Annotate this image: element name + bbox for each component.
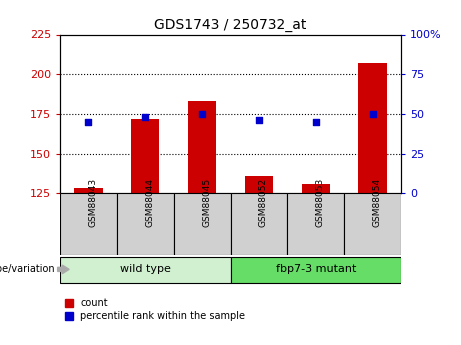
Bar: [358, 63, 387, 193]
Bar: [131, 119, 160, 193]
Text: fbp7-3 mutant: fbp7-3 mutant: [276, 264, 356, 274]
Text: GSM88052: GSM88052: [259, 178, 268, 227]
Bar: [230, 193, 287, 255]
Text: GSM88043: GSM88043: [89, 178, 97, 227]
Bar: [74, 188, 102, 193]
Text: GSM88044: GSM88044: [145, 178, 154, 227]
Bar: [301, 184, 330, 193]
Bar: [60, 193, 117, 255]
Legend: count, percentile rank within the sample: count, percentile rank within the sample: [65, 298, 245, 321]
Point: [85, 119, 92, 125]
Bar: [344, 193, 401, 255]
Bar: [117, 193, 174, 255]
Bar: [60, 257, 230, 283]
Text: wild type: wild type: [120, 264, 171, 274]
Text: genotype/variation: genotype/variation: [0, 264, 55, 274]
Point: [255, 117, 263, 123]
Text: GSM88053: GSM88053: [316, 178, 325, 227]
Bar: [230, 257, 401, 283]
Point: [312, 119, 319, 125]
Point: [142, 114, 149, 120]
Text: GSM88054: GSM88054: [372, 178, 382, 227]
Bar: [287, 193, 344, 255]
Title: GDS1743 / 250732_at: GDS1743 / 250732_at: [154, 18, 307, 32]
Point: [369, 111, 376, 117]
Bar: [174, 193, 230, 255]
Text: GSM88045: GSM88045: [202, 178, 211, 227]
Point: [198, 111, 206, 117]
Bar: [188, 101, 216, 193]
Bar: [245, 176, 273, 193]
